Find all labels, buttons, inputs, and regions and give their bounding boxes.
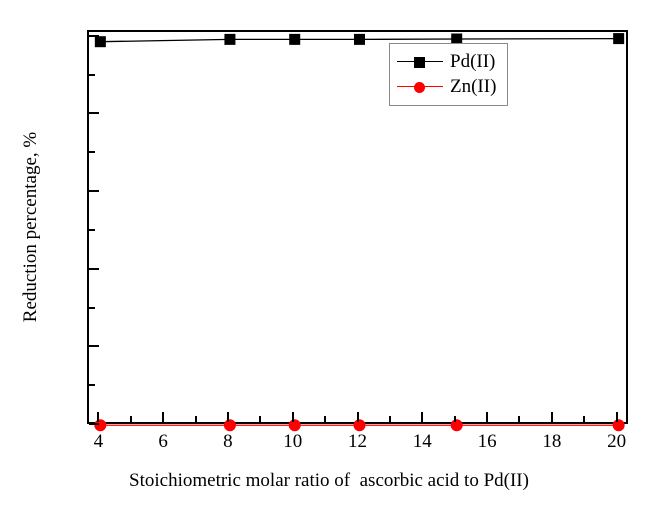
y-axis-title: Reduction percentage, % — [20, 131, 41, 323]
y-axis-minor-tick — [89, 306, 95, 309]
x-axis-major-tick — [486, 412, 489, 422]
x-axis-major-tick — [97, 412, 100, 422]
x-axis-minor-tick — [194, 416, 197, 422]
x-axis-minor-tick — [518, 416, 521, 422]
x-axis-title: Stoichiometric molar ratio of ascorbic a… — [129, 470, 529, 491]
circle-marker-icon — [414, 81, 425, 93]
plot-frame — [87, 30, 628, 432]
x-axis-major-tick — [421, 412, 424, 422]
y-axis-major-tick — [89, 423, 99, 425]
x-axis-minor-tick — [583, 416, 586, 422]
y-axis-minor-tick — [89, 384, 95, 387]
x-axis-tick-label: 12 — [348, 431, 367, 452]
x-axis-major-tick — [356, 412, 359, 422]
x-axis-major-tick — [162, 412, 165, 422]
series-pdii — [94, 33, 625, 48]
data-point-square-marker — [613, 33, 625, 45]
x-axis-minor-tick — [453, 416, 456, 422]
legend-sample-zn — [397, 78, 443, 96]
data-point-circle-marker — [288, 419, 301, 432]
legend-entry-pd[interactable]: Pd(II) — [397, 49, 500, 74]
x-axis-tick-label: 6 — [158, 431, 168, 452]
x-axis-minor-tick — [388, 416, 391, 422]
data-point-circle-marker — [223, 419, 236, 432]
data-series-layer — [94, 33, 625, 432]
legend-sample-pd — [397, 53, 443, 71]
x-axis-tick-label: 18 — [542, 431, 562, 452]
y-axis-major-tick — [89, 267, 99, 270]
data-point-square-marker — [354, 33, 365, 45]
data-point-circle-marker — [450, 419, 463, 432]
y-axis-major-tick — [89, 190, 99, 193]
y-axis-minor-tick — [89, 228, 95, 231]
x-axis-major-tick — [615, 412, 618, 422]
legend-label-zn: Zn(II) — [450, 76, 497, 97]
data-point-square-marker — [94, 36, 106, 48]
y-axis-major-tick — [89, 345, 99, 348]
x-axis-tick-label: 20 — [607, 431, 627, 452]
y-axis-minor-tick — [89, 73, 95, 76]
square-marker-icon — [414, 56, 425, 68]
x-axis-tick-label: 10 — [283, 431, 303, 452]
y-axis-major-tick — [89, 112, 99, 115]
data-point-square-marker — [289, 33, 301, 45]
x-axis-minor-tick — [129, 416, 132, 422]
x-axis-tick-label: 16 — [477, 431, 497, 452]
data-point-circle-marker — [612, 419, 625, 432]
x-axis-major-tick — [550, 412, 553, 422]
x-axis-tick-label: 14 — [412, 431, 432, 452]
series-znii — [94, 419, 625, 432]
x-axis-minor-tick — [324, 416, 327, 422]
legend-label-pd: Pd(II) — [450, 51, 496, 72]
x-axis-tick-label: 8 — [223, 431, 233, 452]
y-axis-major-tick — [89, 34, 99, 37]
y-axis-minor-tick — [89, 151, 95, 154]
data-point-circle-marker — [353, 419, 366, 432]
plot-area — [89, 32, 626, 432]
data-point-square-marker — [224, 33, 236, 45]
x-axis-minor-tick — [259, 416, 262, 422]
legend[interactable]: Pd(II) Zn(II) — [389, 43, 508, 106]
x-axis-tick-label: 4 — [93, 431, 104, 452]
data-point-circle-marker — [94, 419, 107, 432]
series-line — [100, 37, 619, 43]
x-axis-major-tick — [291, 412, 294, 422]
legend-entry-zn[interactable]: Zn(II) — [397, 74, 500, 99]
x-axis-major-tick — [226, 412, 229, 422]
